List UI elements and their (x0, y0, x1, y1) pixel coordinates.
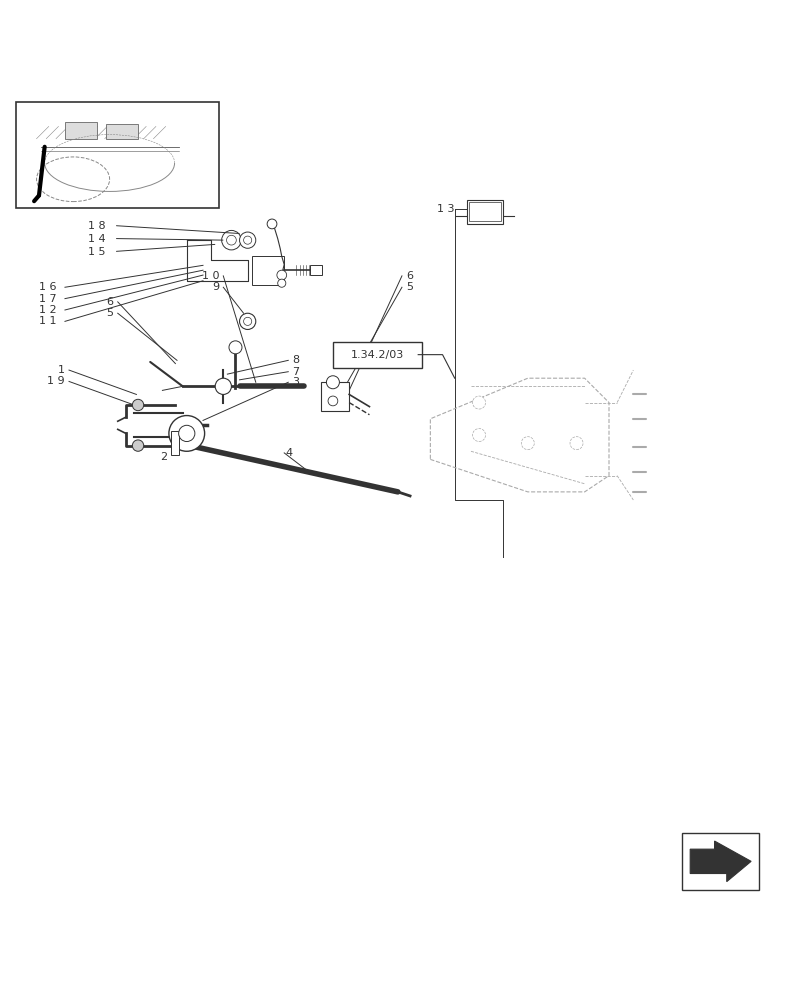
Circle shape (472, 396, 485, 409)
Circle shape (277, 279, 285, 287)
Circle shape (132, 440, 144, 451)
Circle shape (326, 376, 339, 389)
Text: 4: 4 (285, 448, 292, 458)
Polygon shape (689, 841, 750, 882)
Circle shape (221, 230, 241, 250)
Text: 1 7: 1 7 (39, 294, 57, 304)
Text: 6: 6 (106, 297, 114, 307)
Text: 1 0: 1 0 (201, 271, 219, 281)
Circle shape (215, 378, 231, 394)
Circle shape (169, 416, 204, 451)
Text: 5: 5 (406, 282, 413, 292)
Text: 1.34.2/03: 1.34.2/03 (350, 350, 404, 360)
Text: 3: 3 (292, 377, 299, 387)
Text: 1 8: 1 8 (88, 221, 105, 231)
Circle shape (243, 236, 251, 244)
Text: 7: 7 (292, 367, 299, 377)
Text: 9: 9 (212, 282, 219, 292)
Text: 1 1: 1 1 (39, 316, 57, 326)
Text: 1 6: 1 6 (39, 282, 57, 292)
Text: 2: 2 (160, 452, 167, 462)
Bar (310, 265, 322, 275)
Text: 1 3: 1 3 (436, 204, 454, 214)
Circle shape (239, 313, 255, 329)
Circle shape (472, 429, 485, 442)
Bar (105, 124, 138, 139)
Bar (320, 382, 349, 411)
Circle shape (178, 425, 195, 442)
FancyBboxPatch shape (333, 342, 422, 368)
Circle shape (267, 219, 277, 229)
Circle shape (226, 235, 236, 245)
Bar (469, 202, 500, 221)
Circle shape (328, 396, 337, 406)
Circle shape (229, 341, 242, 354)
Bar (466, 200, 503, 224)
Text: 6: 6 (406, 271, 413, 281)
Circle shape (521, 437, 534, 450)
Circle shape (132, 399, 144, 411)
Text: 1 5: 1 5 (88, 247, 105, 257)
Text: 8: 8 (292, 355, 299, 365)
Bar (681, 833, 758, 890)
Circle shape (239, 232, 255, 248)
Bar (16, 102, 219, 208)
Text: 5: 5 (106, 308, 114, 318)
Text: 1 2: 1 2 (39, 305, 57, 315)
Circle shape (569, 437, 582, 450)
Circle shape (243, 317, 251, 325)
Bar (251, 256, 284, 285)
Text: 1: 1 (58, 365, 65, 375)
Text: 1 4: 1 4 (88, 234, 105, 244)
Bar (170, 431, 178, 455)
Text: 1 9: 1 9 (47, 376, 65, 386)
Bar (65, 122, 97, 139)
Circle shape (277, 270, 286, 280)
Ellipse shape (36, 157, 109, 202)
